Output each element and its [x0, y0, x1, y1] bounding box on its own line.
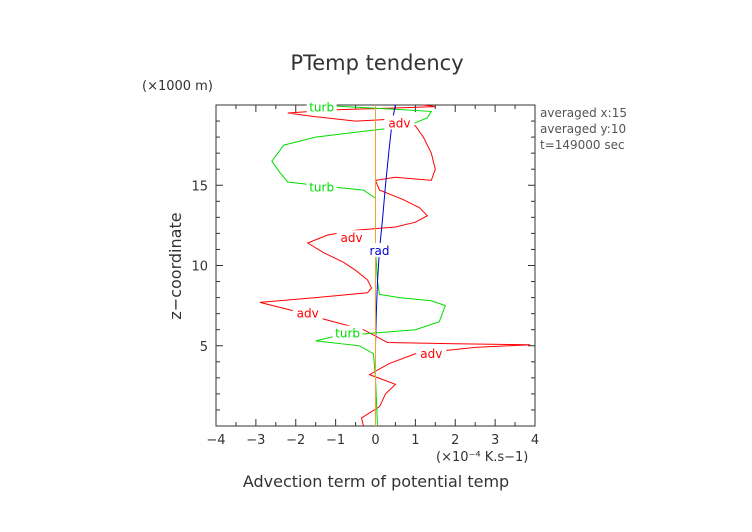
x-tick-label: −2 — [286, 433, 305, 448]
curve-label-bg — [364, 243, 395, 258]
x-unit-label: (×10⁻⁴ K.s−1) — [436, 450, 528, 465]
curve-label-adv: adv — [420, 347, 442, 361]
x-tick-label: 0 — [371, 433, 379, 448]
chart-title: PTemp tendency — [290, 51, 463, 75]
curve-label-adv: adv — [341, 231, 363, 245]
x-tick-label: 2 — [451, 433, 459, 448]
curve-label-adv: adv — [388, 116, 410, 130]
curve-label-turb: turb — [309, 181, 334, 195]
info-line: averaged x:15 — [540, 106, 627, 120]
series-group — [259, 104, 531, 427]
curve-label-bg — [332, 325, 363, 340]
curve-label-rad: rad — [370, 244, 390, 258]
curve-label-adv: adv — [297, 307, 319, 321]
curve-label-bg — [292, 305, 323, 320]
series-line-turb — [271, 104, 446, 427]
curve-label-bg — [384, 115, 415, 130]
x-tick-label: 3 — [491, 433, 499, 448]
axes: −4 −3 −2 −1 0 1 2 3 4 5 10 15 — [191, 104, 539, 448]
y-tick-label: 15 — [191, 179, 208, 194]
x-tick-label: 4 — [531, 433, 539, 448]
curve-label-bg — [306, 99, 337, 114]
info-line: averaged y:10 — [540, 122, 626, 136]
curve-label-turb: turb — [335, 327, 360, 341]
y-tick-label: 5 — [200, 340, 208, 355]
x-tick-label: −3 — [246, 433, 265, 448]
y-tick-label: 10 — [191, 260, 208, 275]
y-axis-label: z−coordinate — [166, 212, 185, 319]
info-panel: averaged x:15 averaged y:10 t=149000 sec — [540, 106, 627, 152]
curve-label-turb: turb — [309, 100, 334, 114]
info-line: t=149000 sec — [540, 138, 625, 152]
curve-label-bg — [336, 230, 367, 245]
x-tick-label: −1 — [326, 433, 345, 448]
curve-label-bg — [416, 345, 447, 360]
series-line-adv — [259, 104, 531, 427]
x-tick-label: −4 — [206, 433, 225, 448]
y-unit-label: (×1000 m) — [142, 79, 213, 94]
curve-label-bg — [306, 179, 337, 194]
x-tick-label: 1 — [411, 433, 419, 448]
x-axis-label: Advection term of potential temp — [243, 472, 509, 491]
